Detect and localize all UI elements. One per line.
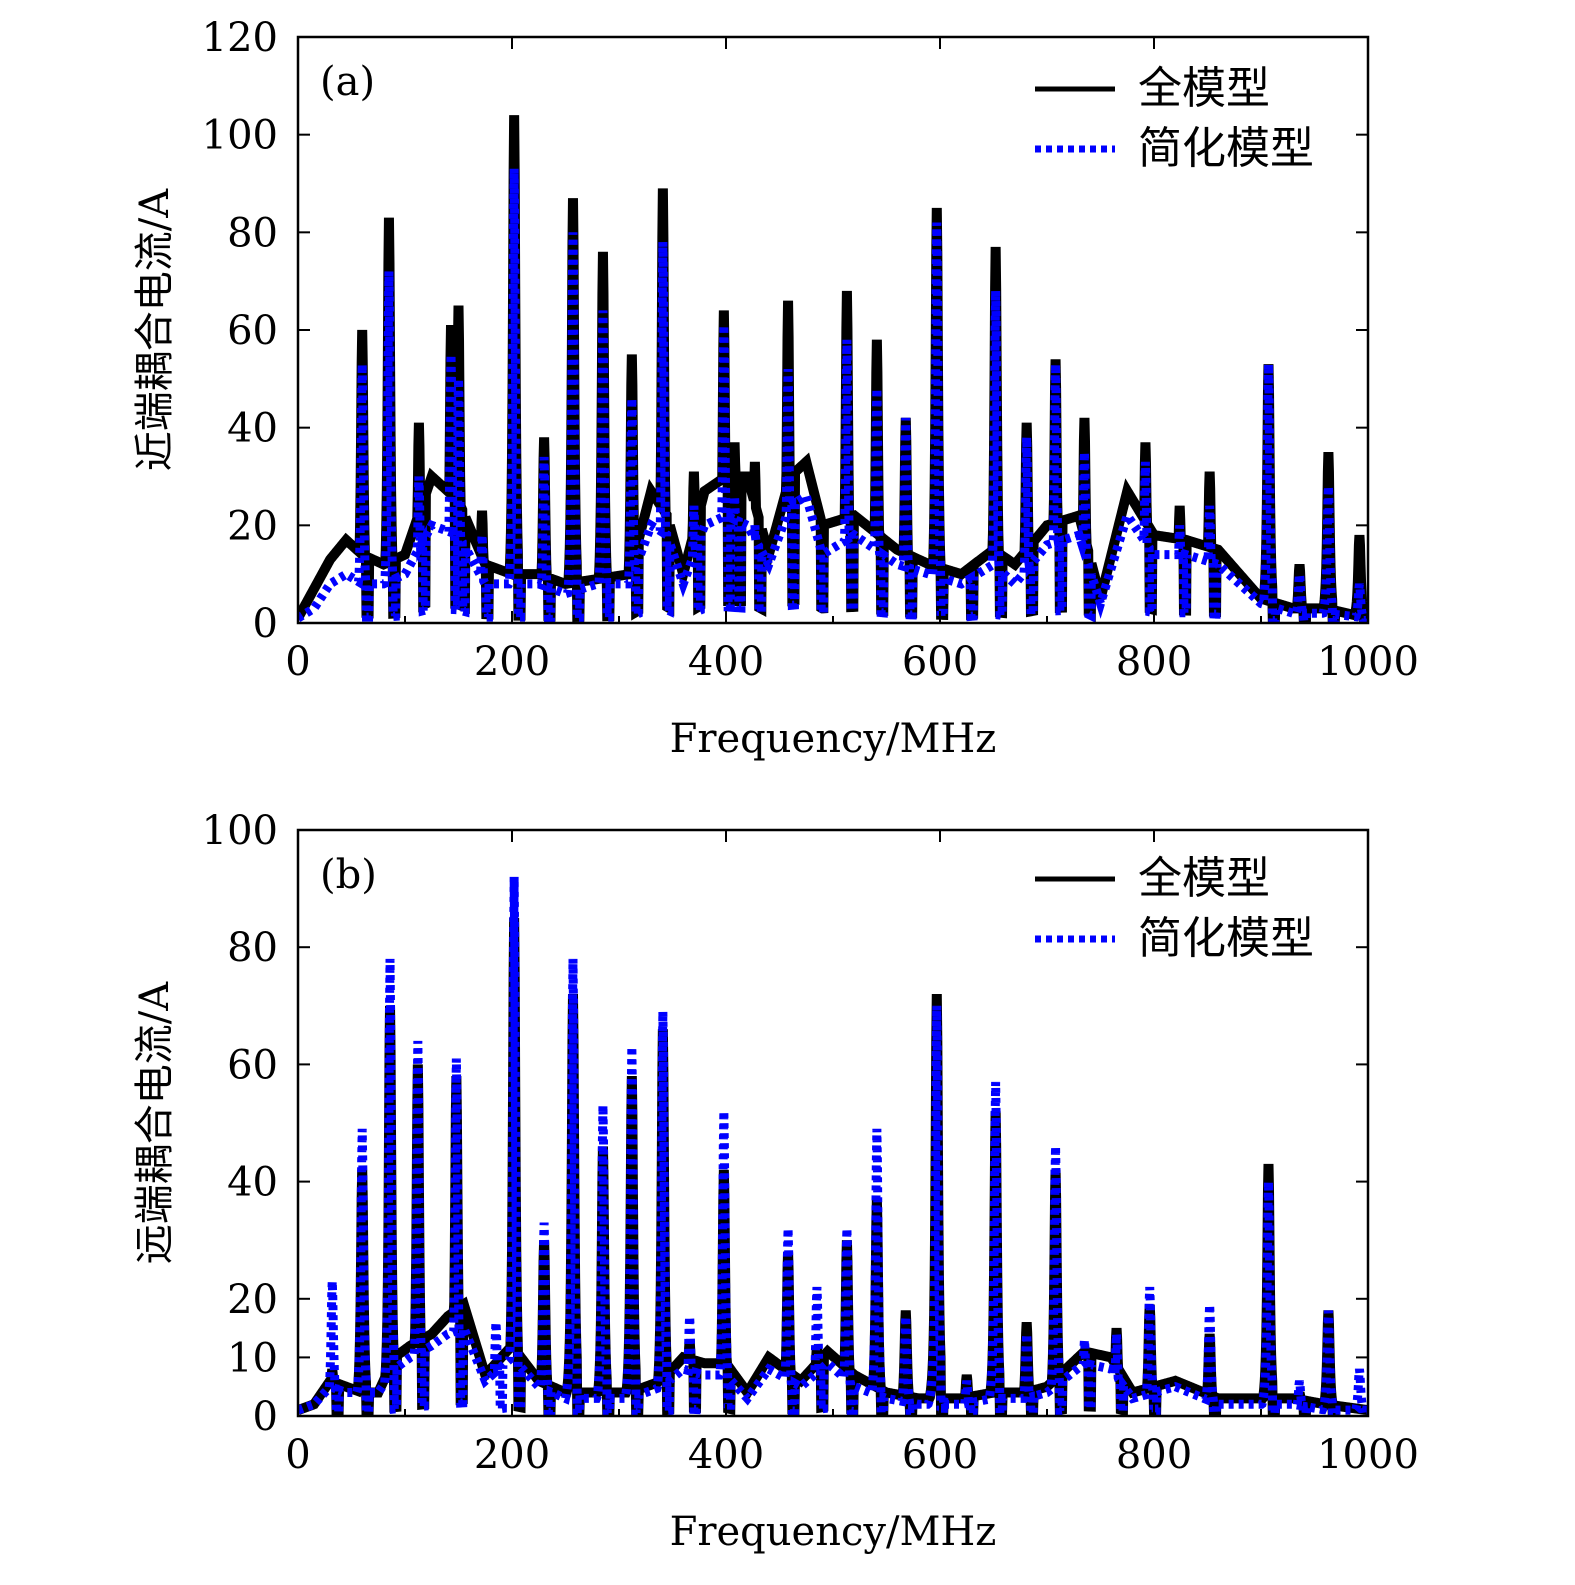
y-tick-label: 100 [202,808,278,854]
legend-label: 全模型 [1138,853,1270,904]
series-line-simplified-model [298,168,1368,623]
panel-label: (b) [320,852,377,898]
y-tick-label: 80 [227,210,278,256]
y-tick-label: 120 [202,15,278,61]
y-tick-label: 10 [227,1335,278,1381]
y-axis-title: 近端耦合电流/A [132,188,178,471]
y-tick-label: 20 [227,503,278,549]
x-tick-label: 0 [285,639,310,685]
y-tick-label: 60 [227,1042,278,1088]
x-tick-label: 0 [285,1432,310,1478]
x-tick-label: 800 [1116,1432,1192,1478]
series-line-full-model [298,115,1368,623]
legend-label: 全模型 [1138,63,1270,114]
series-group [298,115,1368,623]
y-tick-label: 80 [227,925,278,971]
chart-panel-0: 0 200 400 600 800 1000 0 20 40 60 80 100 120 Frequenc… [132,15,1419,762]
y-tick-label: 40 [227,406,278,452]
x-tick-label: 1000 [1317,639,1419,685]
x-tick-label: 200 [474,639,550,685]
x-axis-title: Frequency/MHz [670,716,997,762]
series-group [298,876,1368,1416]
x-tick-label: 1000 [1317,1432,1419,1478]
series-line-full-model [298,917,1368,1416]
y-tick-label: 0 [253,601,278,647]
panel-label: (a) [320,59,375,105]
x-tick-label: 200 [474,1432,550,1478]
y-tick-label: 100 [202,113,278,159]
legend-label: 简化模型 [1138,913,1314,964]
y-tick-label: 40 [227,1160,278,1206]
y-tick-label: 20 [227,1277,278,1323]
x-tick-label: 600 [902,1432,978,1478]
x-tick-label: 400 [688,639,764,685]
x-tick-label: 600 [902,639,978,685]
x-axis-title: Frequency/MHz [670,1509,997,1555]
x-tick-label: 800 [1116,639,1192,685]
y-tick-label: 60 [227,308,278,354]
legend-label: 简化模型 [1138,123,1314,174]
series-line-simplified-model [298,876,1368,1416]
x-tick-label: 400 [688,1432,764,1478]
y-tick-label: 0 [253,1394,278,1440]
chart-panel-1: 0 200 400 600 800 1000 0 10 20 40 60 80 100 Frequency… [132,808,1419,1555]
y-axis-title: 远端耦合电流/A [132,981,178,1264]
